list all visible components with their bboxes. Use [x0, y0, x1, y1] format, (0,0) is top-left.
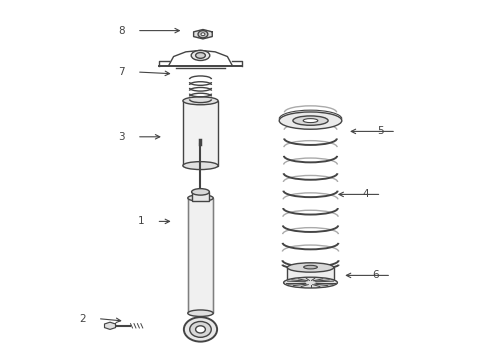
Text: 6: 6	[371, 270, 378, 280]
Text: 2: 2	[79, 314, 85, 324]
Ellipse shape	[183, 97, 218, 105]
Ellipse shape	[187, 310, 213, 316]
Circle shape	[183, 317, 217, 342]
Circle shape	[189, 321, 211, 337]
Ellipse shape	[292, 116, 327, 125]
Bar	[191, 192, 209, 201]
Text: 7: 7	[118, 67, 124, 77]
Ellipse shape	[279, 112, 341, 129]
Ellipse shape	[191, 50, 209, 60]
Text: 1: 1	[137, 216, 144, 226]
Bar	[183, 101, 218, 166]
Bar	[287, 267, 333, 283]
Bar	[187, 198, 213, 313]
Ellipse shape	[283, 277, 337, 288]
Polygon shape	[104, 322, 115, 329]
Ellipse shape	[183, 162, 218, 170]
Ellipse shape	[191, 189, 209, 195]
Polygon shape	[193, 30, 212, 39]
Ellipse shape	[195, 53, 205, 58]
Ellipse shape	[303, 119, 317, 123]
Text: 5: 5	[376, 126, 383, 136]
Circle shape	[195, 326, 205, 333]
Circle shape	[201, 33, 204, 36]
Circle shape	[198, 31, 207, 38]
Text: 3: 3	[118, 132, 124, 142]
Ellipse shape	[303, 265, 317, 269]
Ellipse shape	[287, 263, 333, 272]
Text: 8: 8	[118, 26, 124, 36]
Text: 4: 4	[362, 189, 368, 199]
Ellipse shape	[187, 195, 213, 201]
